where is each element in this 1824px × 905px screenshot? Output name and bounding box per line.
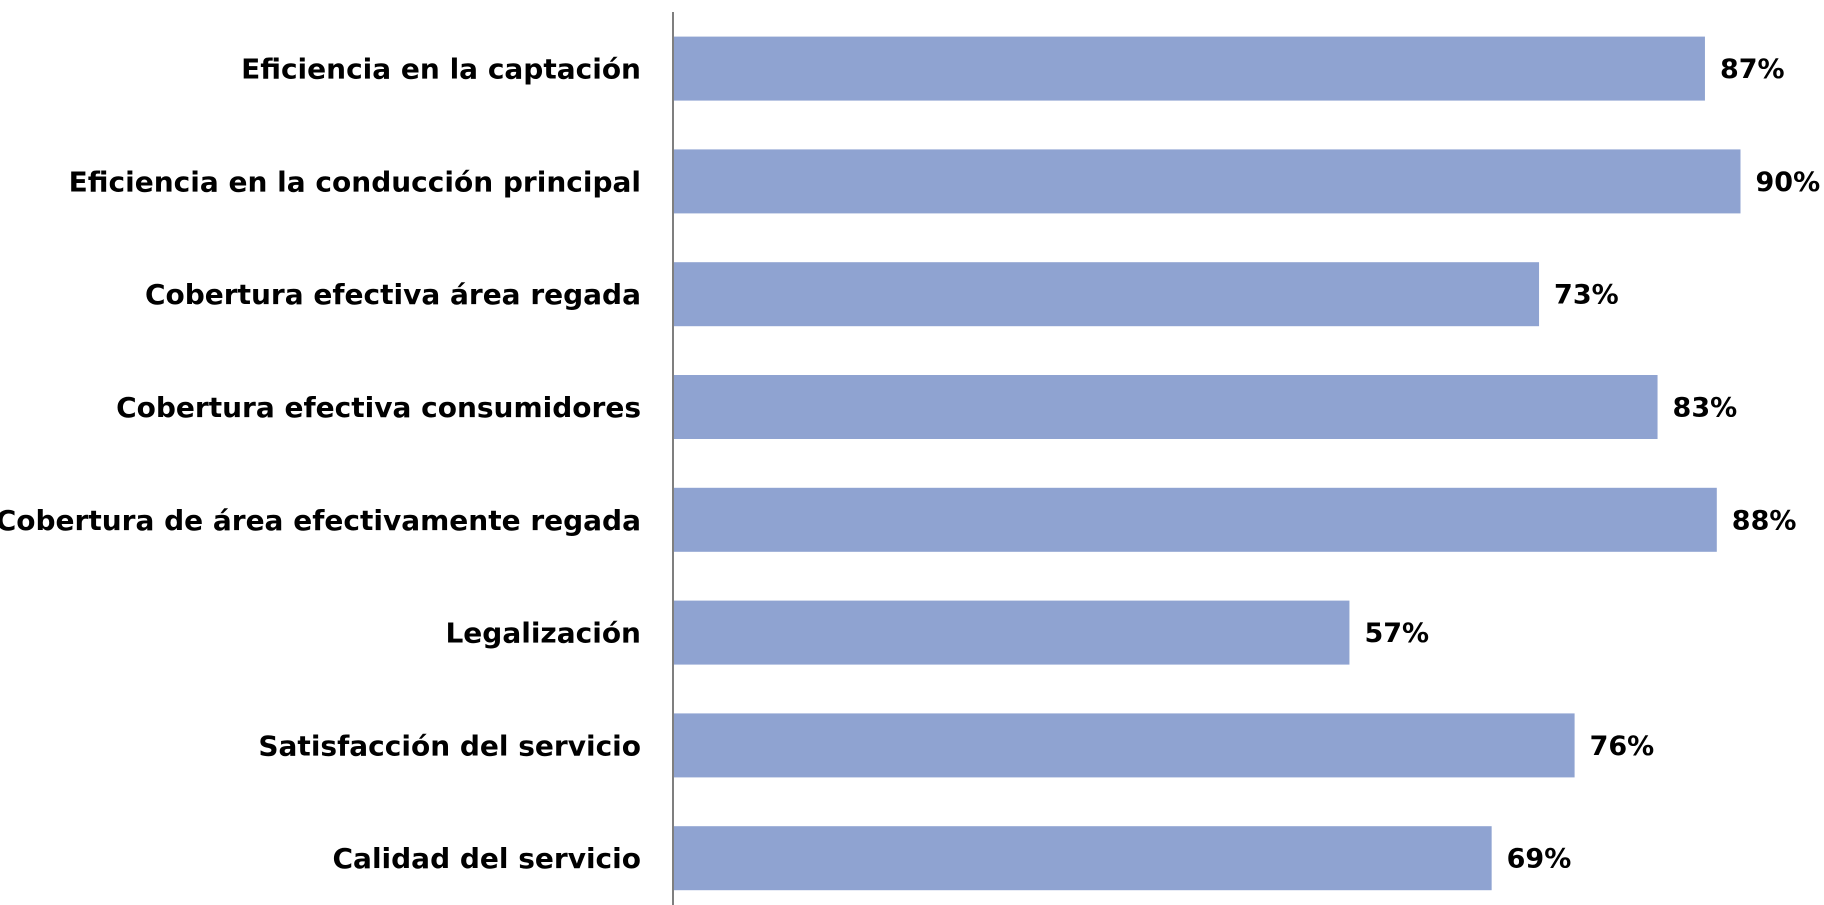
bar (674, 713, 1575, 778)
value-label: 87% (1720, 54, 1785, 85)
value-label: 73% (1554, 280, 1619, 311)
category-label: Legalización (445, 617, 641, 650)
bar (674, 262, 1540, 327)
category-label: Eficiencia en la captación (241, 53, 641, 86)
value-label: 90% (1756, 167, 1821, 198)
category-label: Satisfacción del servicio (258, 729, 641, 762)
category-label: Cobertura efectiva consumidores (116, 391, 641, 424)
value-label: 57% (1364, 618, 1429, 649)
category-label: Calidad del servicio (333, 842, 642, 875)
category-label: Cobertura efectiva área regada (145, 278, 641, 311)
category-label: Cobertura de área efectivamente regada (0, 504, 641, 537)
value-label: 69% (1507, 844, 1572, 875)
bar (674, 375, 1658, 439)
value-label: 76% (1590, 731, 1655, 762)
bar (674, 36, 1705, 101)
value-label: 83% (1673, 393, 1738, 424)
bar (674, 487, 1717, 552)
bar (674, 149, 1741, 214)
bar (674, 826, 1492, 891)
value-label: 88% (1732, 505, 1797, 536)
bar (674, 600, 1350, 665)
category-label: Eficiencia en la conducción principal (69, 165, 641, 198)
